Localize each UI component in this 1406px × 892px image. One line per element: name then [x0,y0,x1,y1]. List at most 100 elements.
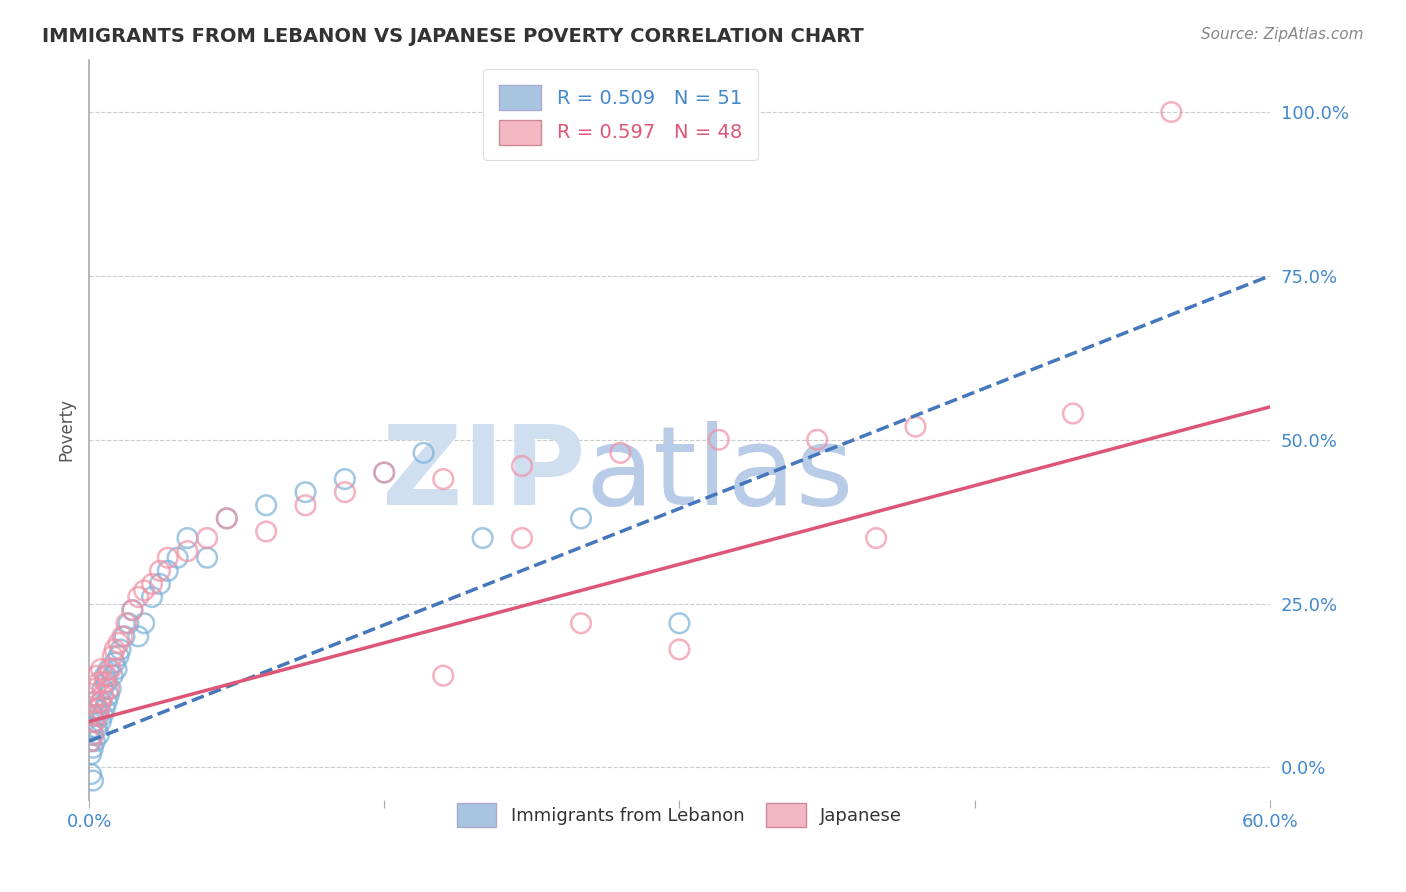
Point [121,603,143,617]
Point [1160,105,1182,120]
Point [94,701,117,715]
Point [432,668,454,682]
Point [510,458,533,473]
Point [84,695,107,709]
Point [94,675,117,690]
Point [96,668,118,682]
Point [111,629,134,643]
Point [80,747,103,762]
Point [134,583,156,598]
Point [87,708,110,723]
Point [110,642,132,657]
Point [156,564,179,578]
Point [84,714,107,729]
Point [569,511,592,525]
Point [82,728,104,742]
Point [87,728,110,742]
Point [100,681,122,696]
Point [668,616,690,631]
Point [156,550,179,565]
Point [127,629,149,643]
Point [107,636,129,650]
Text: atlas: atlas [585,421,853,528]
Point [91,708,114,723]
Point [80,708,103,723]
Point [904,419,927,434]
Point [176,531,198,545]
Point [114,629,136,643]
Point [333,472,356,486]
Point [254,498,277,512]
Point [90,695,112,709]
Point [97,662,120,676]
Point [86,668,108,682]
Point [141,577,163,591]
Point [80,734,103,748]
Text: Source: ZipAtlas.com: Source: ZipAtlas.com [1201,27,1364,42]
Point [121,603,143,617]
Point [84,714,107,729]
Point [105,662,128,676]
Point [104,656,127,670]
Point [333,485,356,500]
Point [82,695,104,709]
Point [1062,407,1084,421]
Point [294,498,316,512]
Point [90,695,112,709]
Point [90,662,112,676]
Point [82,708,104,723]
Point [432,472,454,486]
Point [134,616,156,631]
Point [82,740,104,755]
Point [84,681,107,696]
Point [215,511,238,525]
Point [195,531,218,545]
Point [82,773,104,788]
Point [215,511,238,525]
Point [117,616,139,631]
Point [166,550,188,565]
Point [141,590,163,604]
Point [90,714,112,729]
Y-axis label: Poverty: Poverty [58,399,75,461]
Point [195,550,218,565]
Point [254,524,277,539]
Point [101,668,124,682]
Point [149,577,172,591]
Point [107,648,129,663]
Point [86,721,108,735]
Point [97,689,120,703]
Point [510,531,533,545]
Point [86,708,108,723]
Point [115,616,138,631]
Point [97,681,120,696]
Point [373,466,395,480]
Point [149,564,172,578]
Point [609,446,631,460]
Point [101,648,124,663]
Point [707,433,730,447]
Point [176,544,198,558]
Text: ZIP: ZIP [381,421,585,528]
Legend: Immigrants from Lebanon, Japanese: Immigrants from Lebanon, Japanese [447,795,911,836]
Point [668,642,690,657]
Point [84,734,107,748]
Point [471,531,494,545]
Point [91,681,114,696]
Point [806,433,828,447]
Point [127,590,149,604]
Point [100,662,122,676]
Point [104,642,127,657]
Point [294,485,316,500]
Point [86,701,108,715]
Point [94,668,117,682]
Point [96,675,118,690]
Point [865,531,887,545]
Point [91,689,114,703]
Point [373,466,395,480]
Point [412,446,434,460]
Point [80,767,103,781]
Point [82,728,104,742]
Point [80,721,103,735]
Point [87,675,110,690]
